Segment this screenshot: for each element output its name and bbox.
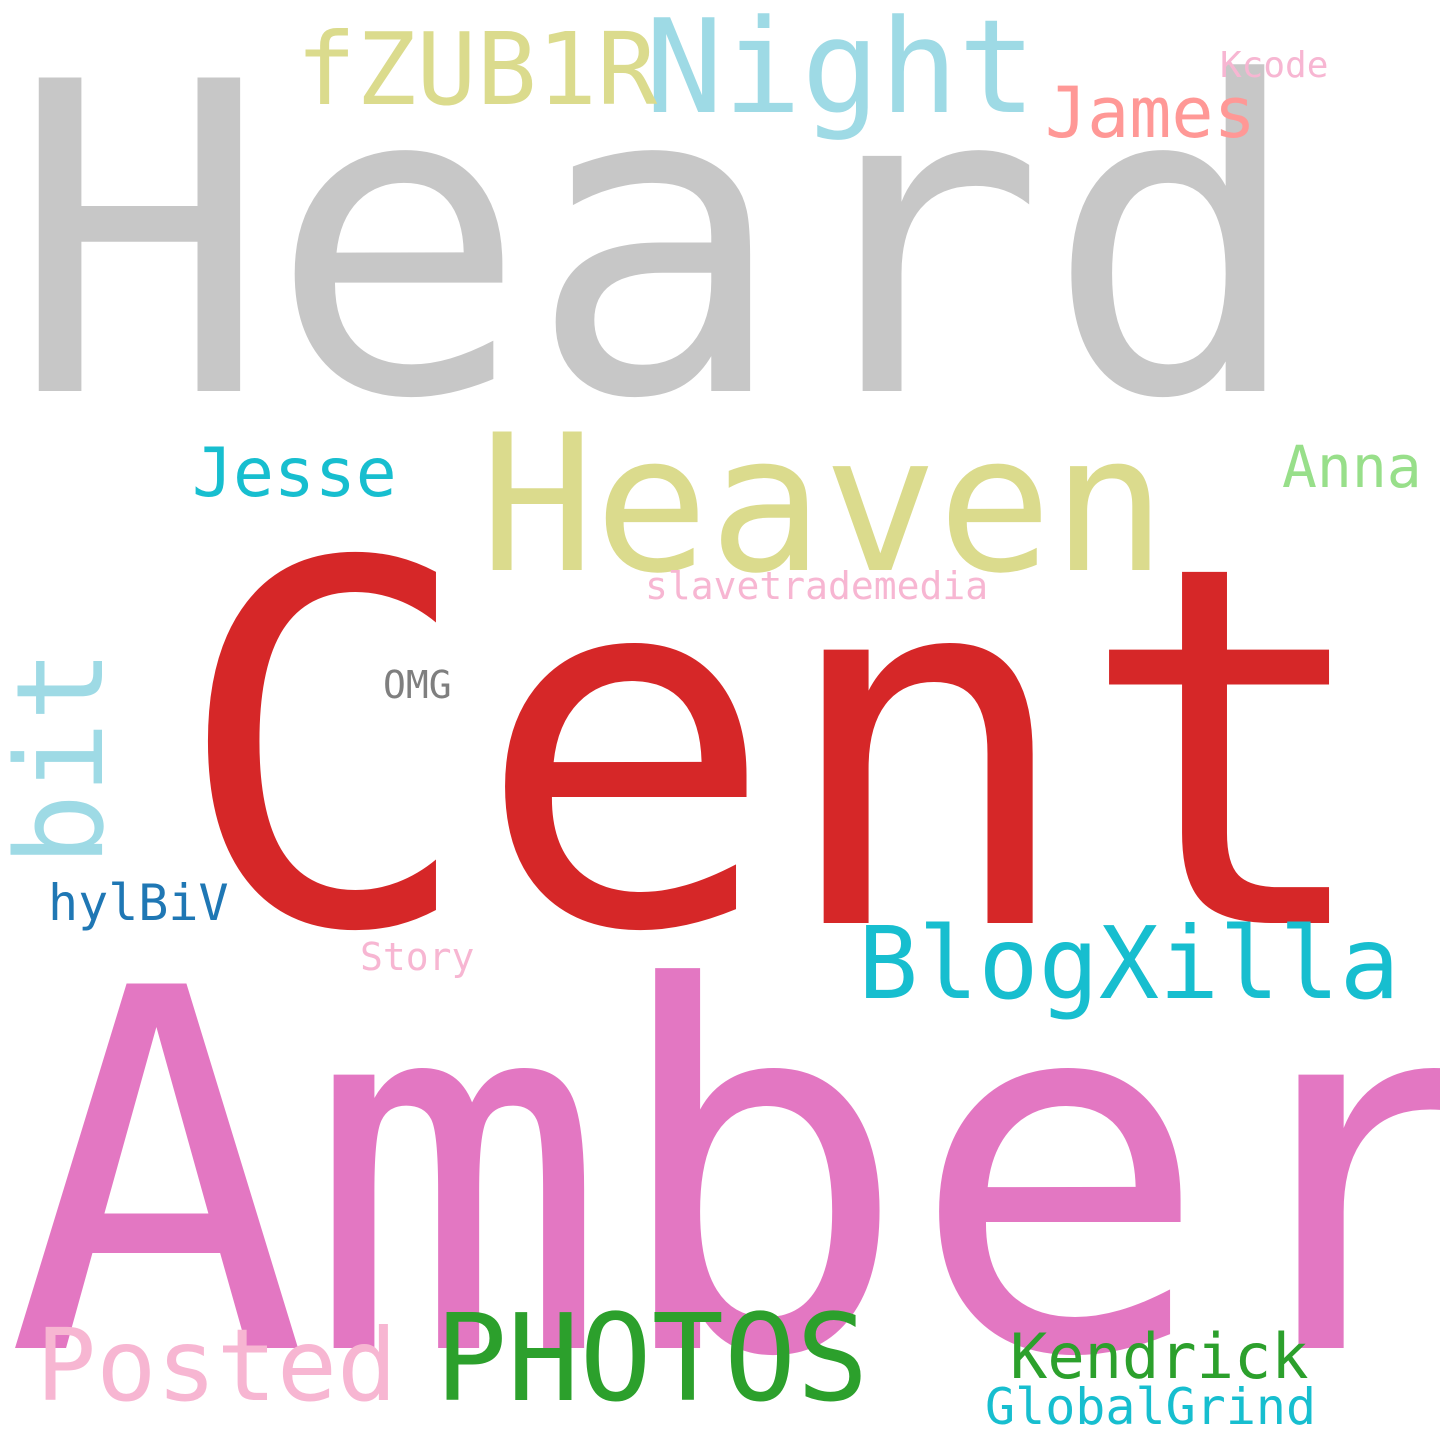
- word-slavetrademedia: slavetrademedia: [645, 564, 989, 608]
- word-heaven: Heaven: [480, 394, 1167, 615]
- word-story: Story: [360, 935, 475, 979]
- word-amber: Amber: [6, 884, 1440, 1440]
- word-kendrick: Kendrick: [1010, 1320, 1309, 1393]
- word-anna: Anna: [1282, 433, 1422, 501]
- word-night: Night: [645, 0, 1037, 143]
- word-hylbiv: hylBiV: [48, 874, 229, 932]
- word-jesse: Jesse: [192, 434, 397, 513]
- word-globalgrind: GlobalGrind: [985, 1378, 1317, 1436]
- word-fzub1r: fZUB1R: [296, 11, 658, 128]
- word-blogxilla: BlogXilla: [858, 905, 1400, 1022]
- word-heard: Heard: [10, 0, 1305, 493]
- word-bit: bit: [0, 649, 131, 866]
- word-kcode: Kcode: [1220, 45, 1329, 86]
- word-omg: OMG: [383, 663, 452, 707]
- word-james: James: [1045, 72, 1256, 154]
- word-posted: Posted: [36, 1307, 398, 1424]
- word-photos: PHOTOS: [435, 1290, 869, 1429]
- word-cent: Cent: [174, 459, 1379, 1041]
